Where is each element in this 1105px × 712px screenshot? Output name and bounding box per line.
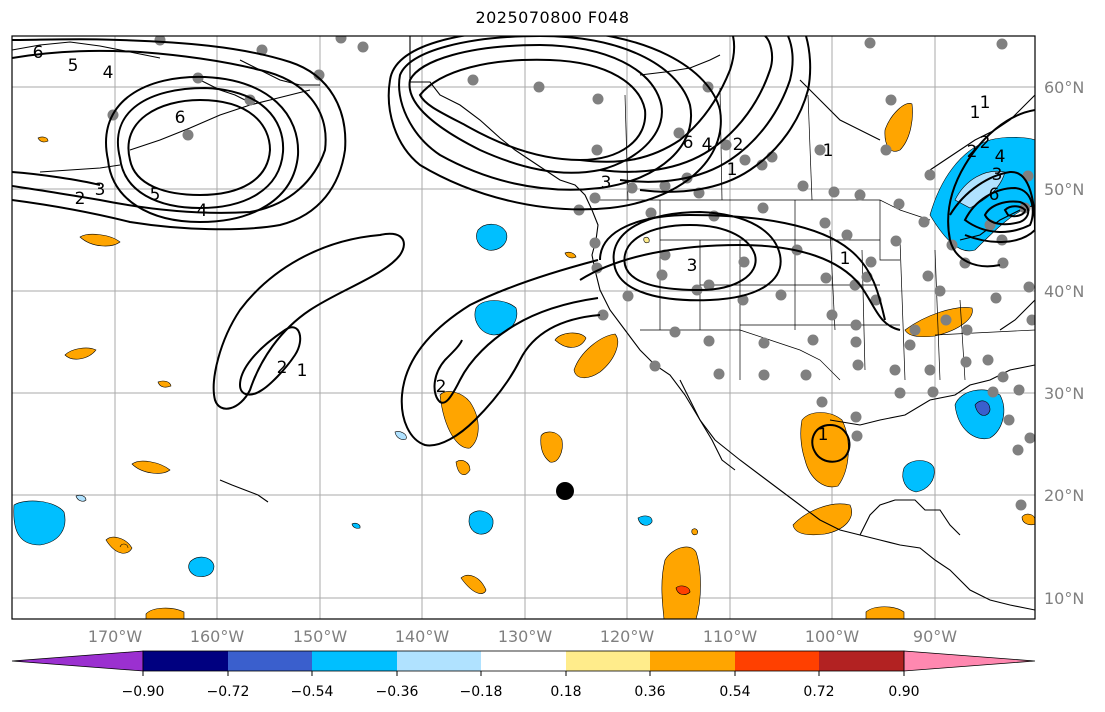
colorbar-tick-label: −0.18 [460, 684, 503, 700]
contour-label: 1 [297, 361, 308, 381]
contour-label: 4 [197, 201, 208, 221]
anomaly-patches [13, 103, 1035, 619]
contour-label: 3 [687, 256, 698, 276]
colorbar-tick-label: 0.72 [803, 684, 834, 700]
colorbar-tick-label: 0.18 [550, 684, 581, 700]
contour-label-group: 6 5 4 6 3 2 5 4 4 3 6 2 1 3 2 1 2 1 2 1 [33, 43, 1006, 445]
latitude-label: 30°N [1044, 384, 1084, 403]
colorbar-tick-label: 0.36 [634, 684, 665, 700]
longitude-label: 160°W [190, 627, 245, 646]
map-border [11, 35, 1036, 620]
contour-label: 6 [683, 133, 694, 153]
longitude-label: 140°W [395, 627, 450, 646]
contour-label: 5 [150, 185, 161, 205]
contour-label: 1 [970, 103, 981, 123]
colorbar: −0.90 −0.72 −0.54 −0.36 −0.18 0.18 0.36 … [11, 650, 1036, 700]
contour-label: 5 [68, 56, 79, 76]
colorbar-segment [228, 651, 312, 671]
contour-label: 2 [436, 377, 447, 397]
contour-label: 1 [840, 249, 851, 269]
colorbar-segment [397, 651, 481, 671]
longitude-labels: 170°W 160°W 150°W 140°W 130°W 120°W 110°… [88, 627, 957, 646]
contour-label: 2 [733, 135, 744, 155]
colorbar-segment [481, 651, 566, 671]
contour-label: 4 [702, 135, 713, 155]
contour-label: 3 [601, 173, 612, 193]
contour-label: 4 [995, 147, 1006, 167]
latitude-label: 40°N [1044, 282, 1084, 301]
longitude-label: 100°W [805, 627, 860, 646]
colorbar-tick-label: −0.90 [122, 684, 165, 700]
colorbar-tick-label: 0.90 [888, 684, 919, 700]
contour-lines [12, 36, 1035, 463]
latitude-labels: 60°N 50°N 40°N 30°N 20°N 10°N [1044, 78, 1084, 608]
latitude-label: 10°N [1044, 589, 1084, 608]
contour-label: 2 [980, 133, 991, 153]
colorbar-segment [312, 651, 397, 671]
colorbar-tick-label: −0.54 [291, 684, 334, 700]
contour-label: 1 [818, 425, 829, 445]
contour-label: 2 [967, 142, 978, 162]
plot-title: 2025070800 F048 [475, 8, 630, 27]
contour-label: 6 [175, 108, 186, 128]
contour-label: 1 [727, 160, 738, 180]
center-marker [556, 482, 574, 500]
colorbar-arrow-right [903, 650, 1036, 672]
longitude-label: 90°W [913, 627, 957, 646]
latitude-label: 50°N [1044, 180, 1084, 199]
contour-label: 2 [277, 358, 288, 378]
colorbar-tick-label: 0.54 [719, 684, 750, 700]
longitude-label: 150°W [293, 627, 348, 646]
colorbar-segment [650, 651, 735, 671]
longitude-label: 130°W [498, 627, 553, 646]
colorbar-arrow-left [11, 650, 144, 672]
latitude-label: 20°N [1044, 486, 1084, 505]
map-area [12, 36, 1035, 619]
contour-label: 4 [103, 63, 114, 83]
contour-label: 6 [989, 185, 1000, 205]
longitude-label: 120°W [600, 627, 655, 646]
coastlines [12, 36, 1035, 611]
contour-label: 6 [33, 43, 44, 63]
contour-label: 3 [992, 165, 1003, 185]
colorbar-tick-label: −0.36 [376, 684, 419, 700]
station-markers [107, 36, 1035, 511]
colorbar-tick-label: −0.72 [207, 684, 250, 700]
colorbar-segment [143, 651, 228, 671]
colorbar-segment [566, 651, 650, 671]
contour-label: 3 [95, 180, 106, 200]
contour-label: 1 [823, 141, 834, 161]
colorbar-segment [819, 651, 904, 671]
contour-label: 1 [980, 93, 991, 113]
longitude-label: 110°W [703, 627, 758, 646]
longitude-label: 170°W [88, 627, 143, 646]
latitude-label: 60°N [1044, 78, 1084, 97]
contour-label: 2 [75, 189, 86, 209]
colorbar-segment [735, 651, 819, 671]
